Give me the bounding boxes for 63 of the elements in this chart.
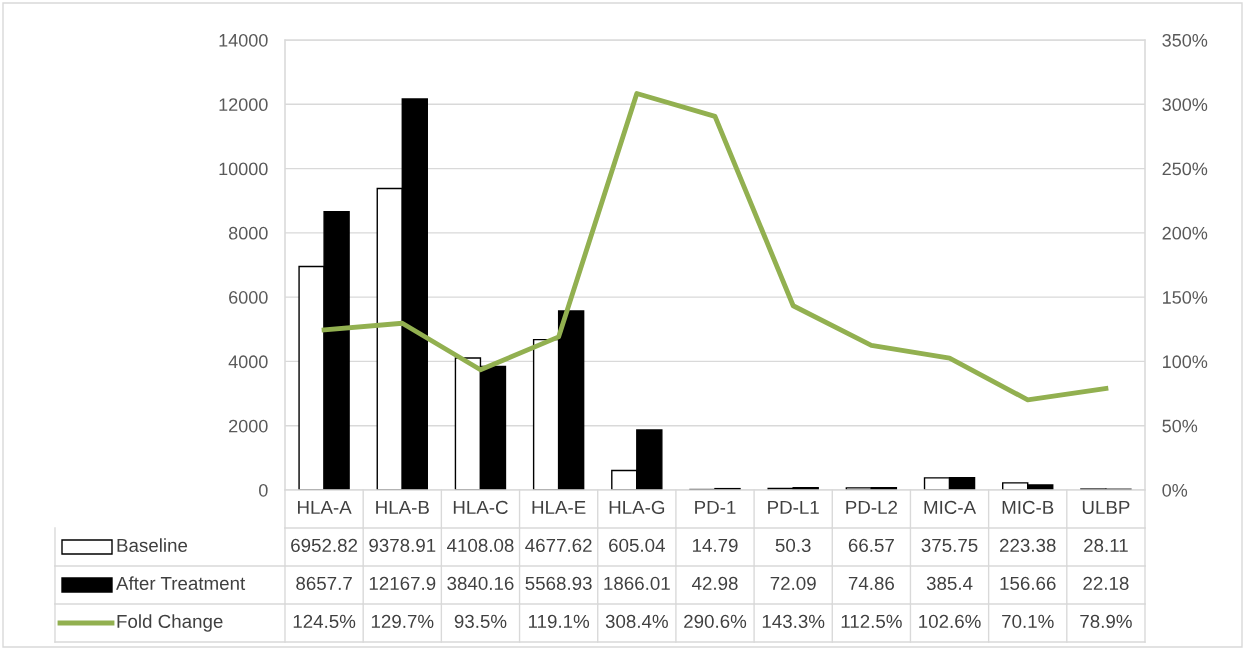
data-label: 42.98 xyxy=(691,576,738,591)
y-tick-label: 12000 xyxy=(219,98,268,112)
x-tick-label: PD-1 xyxy=(695,500,736,514)
data-label: 5568.93 xyxy=(525,576,592,591)
y-tick-label: 0 xyxy=(259,483,268,497)
data-label: 78.9% xyxy=(1080,614,1132,629)
data-label: 129.7% xyxy=(371,614,434,629)
x-tick-label: HLA-C xyxy=(453,500,508,515)
data-label: 28.11 xyxy=(1084,538,1128,553)
data-label: 308.4% xyxy=(605,614,668,629)
legend-label: Fold Change xyxy=(117,614,223,632)
y2-tick-label: 150% xyxy=(1163,291,1208,304)
legend-label: After Treatment xyxy=(116,576,246,591)
data-label: 12167.9 xyxy=(369,576,436,591)
data-label: 93.5% xyxy=(454,614,507,629)
data-label: 1866.01 xyxy=(604,576,670,591)
data-label: 14.79 xyxy=(692,538,738,553)
data-label: 66.57 xyxy=(848,538,894,553)
data-label: 3840.16 xyxy=(447,576,514,591)
data-label: 8657.7 xyxy=(296,576,352,591)
y2-tick-label: 250% xyxy=(1162,162,1208,176)
legend-label: Baseline xyxy=(117,538,188,553)
data-label: 375.75 xyxy=(921,538,978,553)
data-label: 605.04 xyxy=(609,538,665,553)
x-tick-label: MIC-A xyxy=(924,500,977,515)
data-label: 74.86 xyxy=(848,576,894,591)
data-label: 119.1% xyxy=(528,614,590,629)
y2-tick-label: 100% xyxy=(1163,355,1208,369)
y-tick-label: 2000 xyxy=(229,419,268,433)
y2-tick-label: 200% xyxy=(1162,226,1208,240)
data-label: 124.5% xyxy=(293,614,356,629)
data-label: 102.6% xyxy=(919,614,981,629)
x-tick-label: PD-L2 xyxy=(846,500,897,514)
x-tick-label: PD-L1 xyxy=(768,500,819,514)
data-label: 9378.91 xyxy=(369,538,436,553)
data-label: 385.4 xyxy=(926,576,973,591)
y2-tick-label: 50% xyxy=(1162,419,1198,433)
data-label: 4677.62 xyxy=(525,538,592,553)
data-label: 112.5% xyxy=(841,614,902,629)
x-tick-label: ULBP xyxy=(1082,500,1130,515)
x-tick-label: HLA-B xyxy=(376,500,429,514)
x-tick-label: HLA-G xyxy=(609,500,665,515)
y-tick-label: 10000 xyxy=(219,162,268,176)
y-tick-label: 4000 xyxy=(228,355,268,369)
y2-tick-label: 0% xyxy=(1162,483,1188,497)
x-tick-label: HLA-E xyxy=(532,500,586,514)
x-tick-label: MIC-B xyxy=(1002,500,1054,515)
data-label: 72.09 xyxy=(770,576,816,591)
y-tick-label: 14000 xyxy=(219,33,268,47)
data-label: 223.38 xyxy=(1000,538,1056,553)
data-label: 290.6% xyxy=(684,614,747,629)
y-tick-label: 6000 xyxy=(229,291,268,304)
data-label: 50.3 xyxy=(775,538,811,553)
data-label: 6952.82 xyxy=(291,538,358,553)
data-label: 143.3% xyxy=(762,614,825,629)
data-label: 4108.08 xyxy=(447,538,514,553)
y2-tick-label: 300% xyxy=(1162,98,1208,112)
y2-tick-label: 350% xyxy=(1162,33,1208,47)
data-label: 70.1% xyxy=(1002,614,1054,629)
x-tick-label: HLA-A xyxy=(298,500,352,514)
data-label: 22.18 xyxy=(1083,576,1129,591)
data-label: 156.66 xyxy=(1000,576,1056,591)
y-tick-label: 8000 xyxy=(228,226,268,240)
